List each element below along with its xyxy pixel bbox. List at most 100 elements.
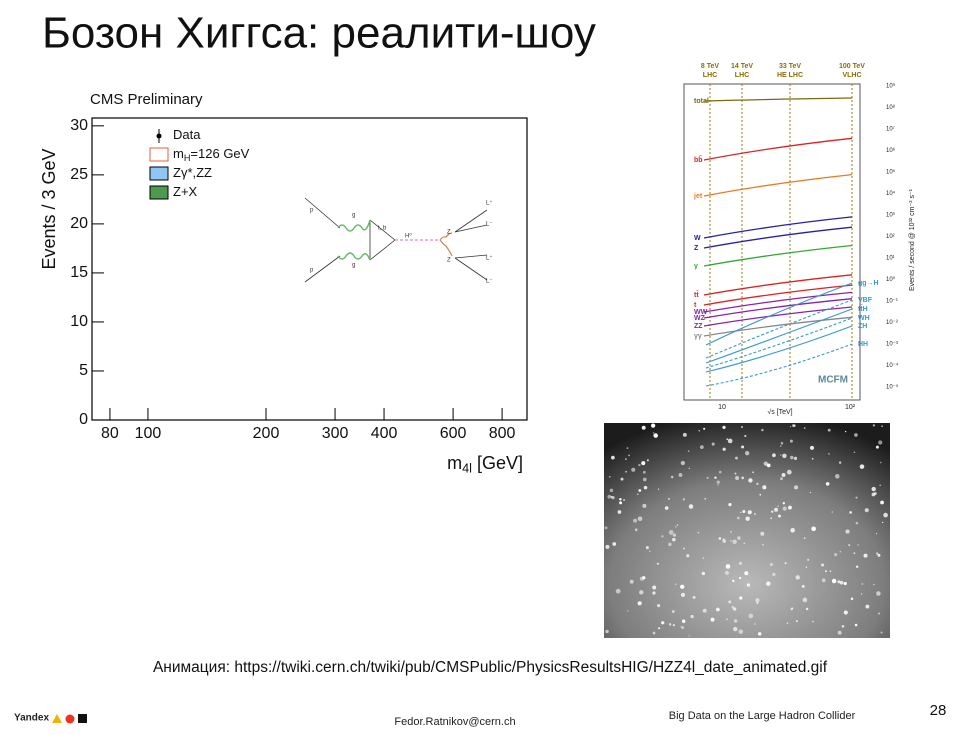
diagram-line	[369, 219, 396, 241]
snowflake	[782, 502, 785, 505]
x-tick-label: 800	[489, 425, 516, 442]
snowflake	[834, 474, 840, 479]
snowflake	[668, 542, 672, 547]
snowflake	[859, 464, 865, 469]
snowflake	[743, 542, 746, 545]
snowflake	[638, 463, 641, 467]
snowflake	[664, 506, 669, 510]
snowflake	[759, 493, 762, 496]
snowflake	[687, 450, 690, 452]
snowflake	[740, 511, 742, 514]
snowflake	[678, 473, 683, 477]
snowflake	[683, 547, 685, 550]
y-tick-label: 30	[70, 117, 88, 134]
snowflake	[786, 469, 792, 475]
snowflake	[670, 475, 674, 479]
snowflake	[717, 484, 719, 486]
rate-tick-label: 10⁷	[886, 126, 895, 133]
snowflake	[756, 482, 759, 486]
snowflake	[681, 619, 686, 624]
snowflake	[782, 506, 787, 511]
snowflake	[880, 500, 884, 505]
snowflake	[770, 517, 772, 519]
snowflake	[722, 538, 725, 541]
snowflake	[626, 447, 629, 450]
legend-entry: Data	[173, 127, 201, 142]
snowflake	[625, 470, 627, 473]
snowflake	[642, 503, 647, 508]
snowflake	[619, 501, 623, 505]
legend-entry: Z+X	[173, 184, 198, 199]
process-curve	[703, 316, 853, 337]
process-label: total	[694, 98, 709, 105]
snowflake	[777, 505, 779, 507]
rate-tick-label: 10²	[886, 234, 895, 240]
snowflake	[646, 459, 649, 462]
snowflake	[739, 576, 742, 580]
x-tick-label: 200	[253, 425, 280, 442]
gluon	[337, 252, 371, 261]
legend-swatch	[149, 185, 169, 200]
snowflake	[855, 521, 859, 525]
snowflake	[728, 503, 732, 507]
snowflake	[636, 493, 639, 496]
snowflake	[786, 622, 789, 624]
cs-x-tick-label: 10	[718, 404, 726, 411]
snowflake	[845, 529, 850, 534]
snowflake	[812, 620, 814, 623]
rate-tick-label: 10⁹	[886, 83, 896, 90]
snowflake	[672, 533, 677, 537]
snowflake	[652, 432, 655, 434]
snowflake	[724, 570, 729, 575]
snowflake	[735, 456, 738, 460]
process-curve	[703, 291, 853, 313]
snowflake	[810, 445, 815, 450]
snowflake	[668, 623, 672, 626]
snowflake	[642, 576, 646, 580]
y-tick-label: 15	[70, 264, 88, 281]
snowflake	[701, 571, 705, 576]
snowflake	[652, 631, 656, 635]
snowflake	[722, 425, 726, 430]
snowflake	[839, 580, 844, 585]
snowflake	[865, 604, 870, 609]
process-curve	[703, 173, 853, 197]
snowflake	[837, 630, 842, 635]
snowflake	[728, 600, 732, 604]
snowflake	[864, 508, 869, 513]
snowflake	[631, 467, 636, 472]
snowflake	[831, 511, 834, 513]
snowflake	[763, 461, 768, 466]
snowflake	[849, 511, 852, 514]
rate-tick-label: 10⁻⁵	[886, 384, 899, 391]
rate-tick-label: 10⁻¹	[886, 299, 898, 305]
snowflake	[854, 433, 858, 437]
snowflake	[774, 507, 779, 512]
footer-course: Big Data on the Large Hadron Collider	[669, 710, 856, 722]
diagram-line	[304, 197, 341, 229]
logo-icon	[78, 714, 87, 723]
snowflake	[641, 425, 646, 430]
snowflake	[772, 453, 776, 458]
snowflake	[703, 427, 706, 430]
snowflake	[795, 575, 800, 580]
snowflake	[747, 510, 752, 515]
diagram-label: L⁺	[486, 255, 493, 262]
snowflake	[843, 581, 847, 586]
snowflake	[853, 552, 856, 555]
snowflake	[821, 563, 825, 567]
snowflake	[748, 478, 753, 483]
snowflake	[725, 564, 731, 569]
snowflake	[863, 553, 868, 558]
snowflake	[744, 571, 749, 576]
snowflake	[871, 486, 876, 492]
snowflake	[778, 514, 781, 518]
higgs-label: HH	[858, 341, 868, 348]
snowflake	[754, 513, 756, 515]
snowflake	[780, 477, 783, 481]
snowflake	[834, 553, 838, 557]
diagram-line	[454, 254, 488, 259]
snowflake	[883, 512, 888, 518]
plot-label: CMS Preliminary	[90, 91, 203, 108]
rate-tick-label: 10⁸	[886, 104, 896, 111]
